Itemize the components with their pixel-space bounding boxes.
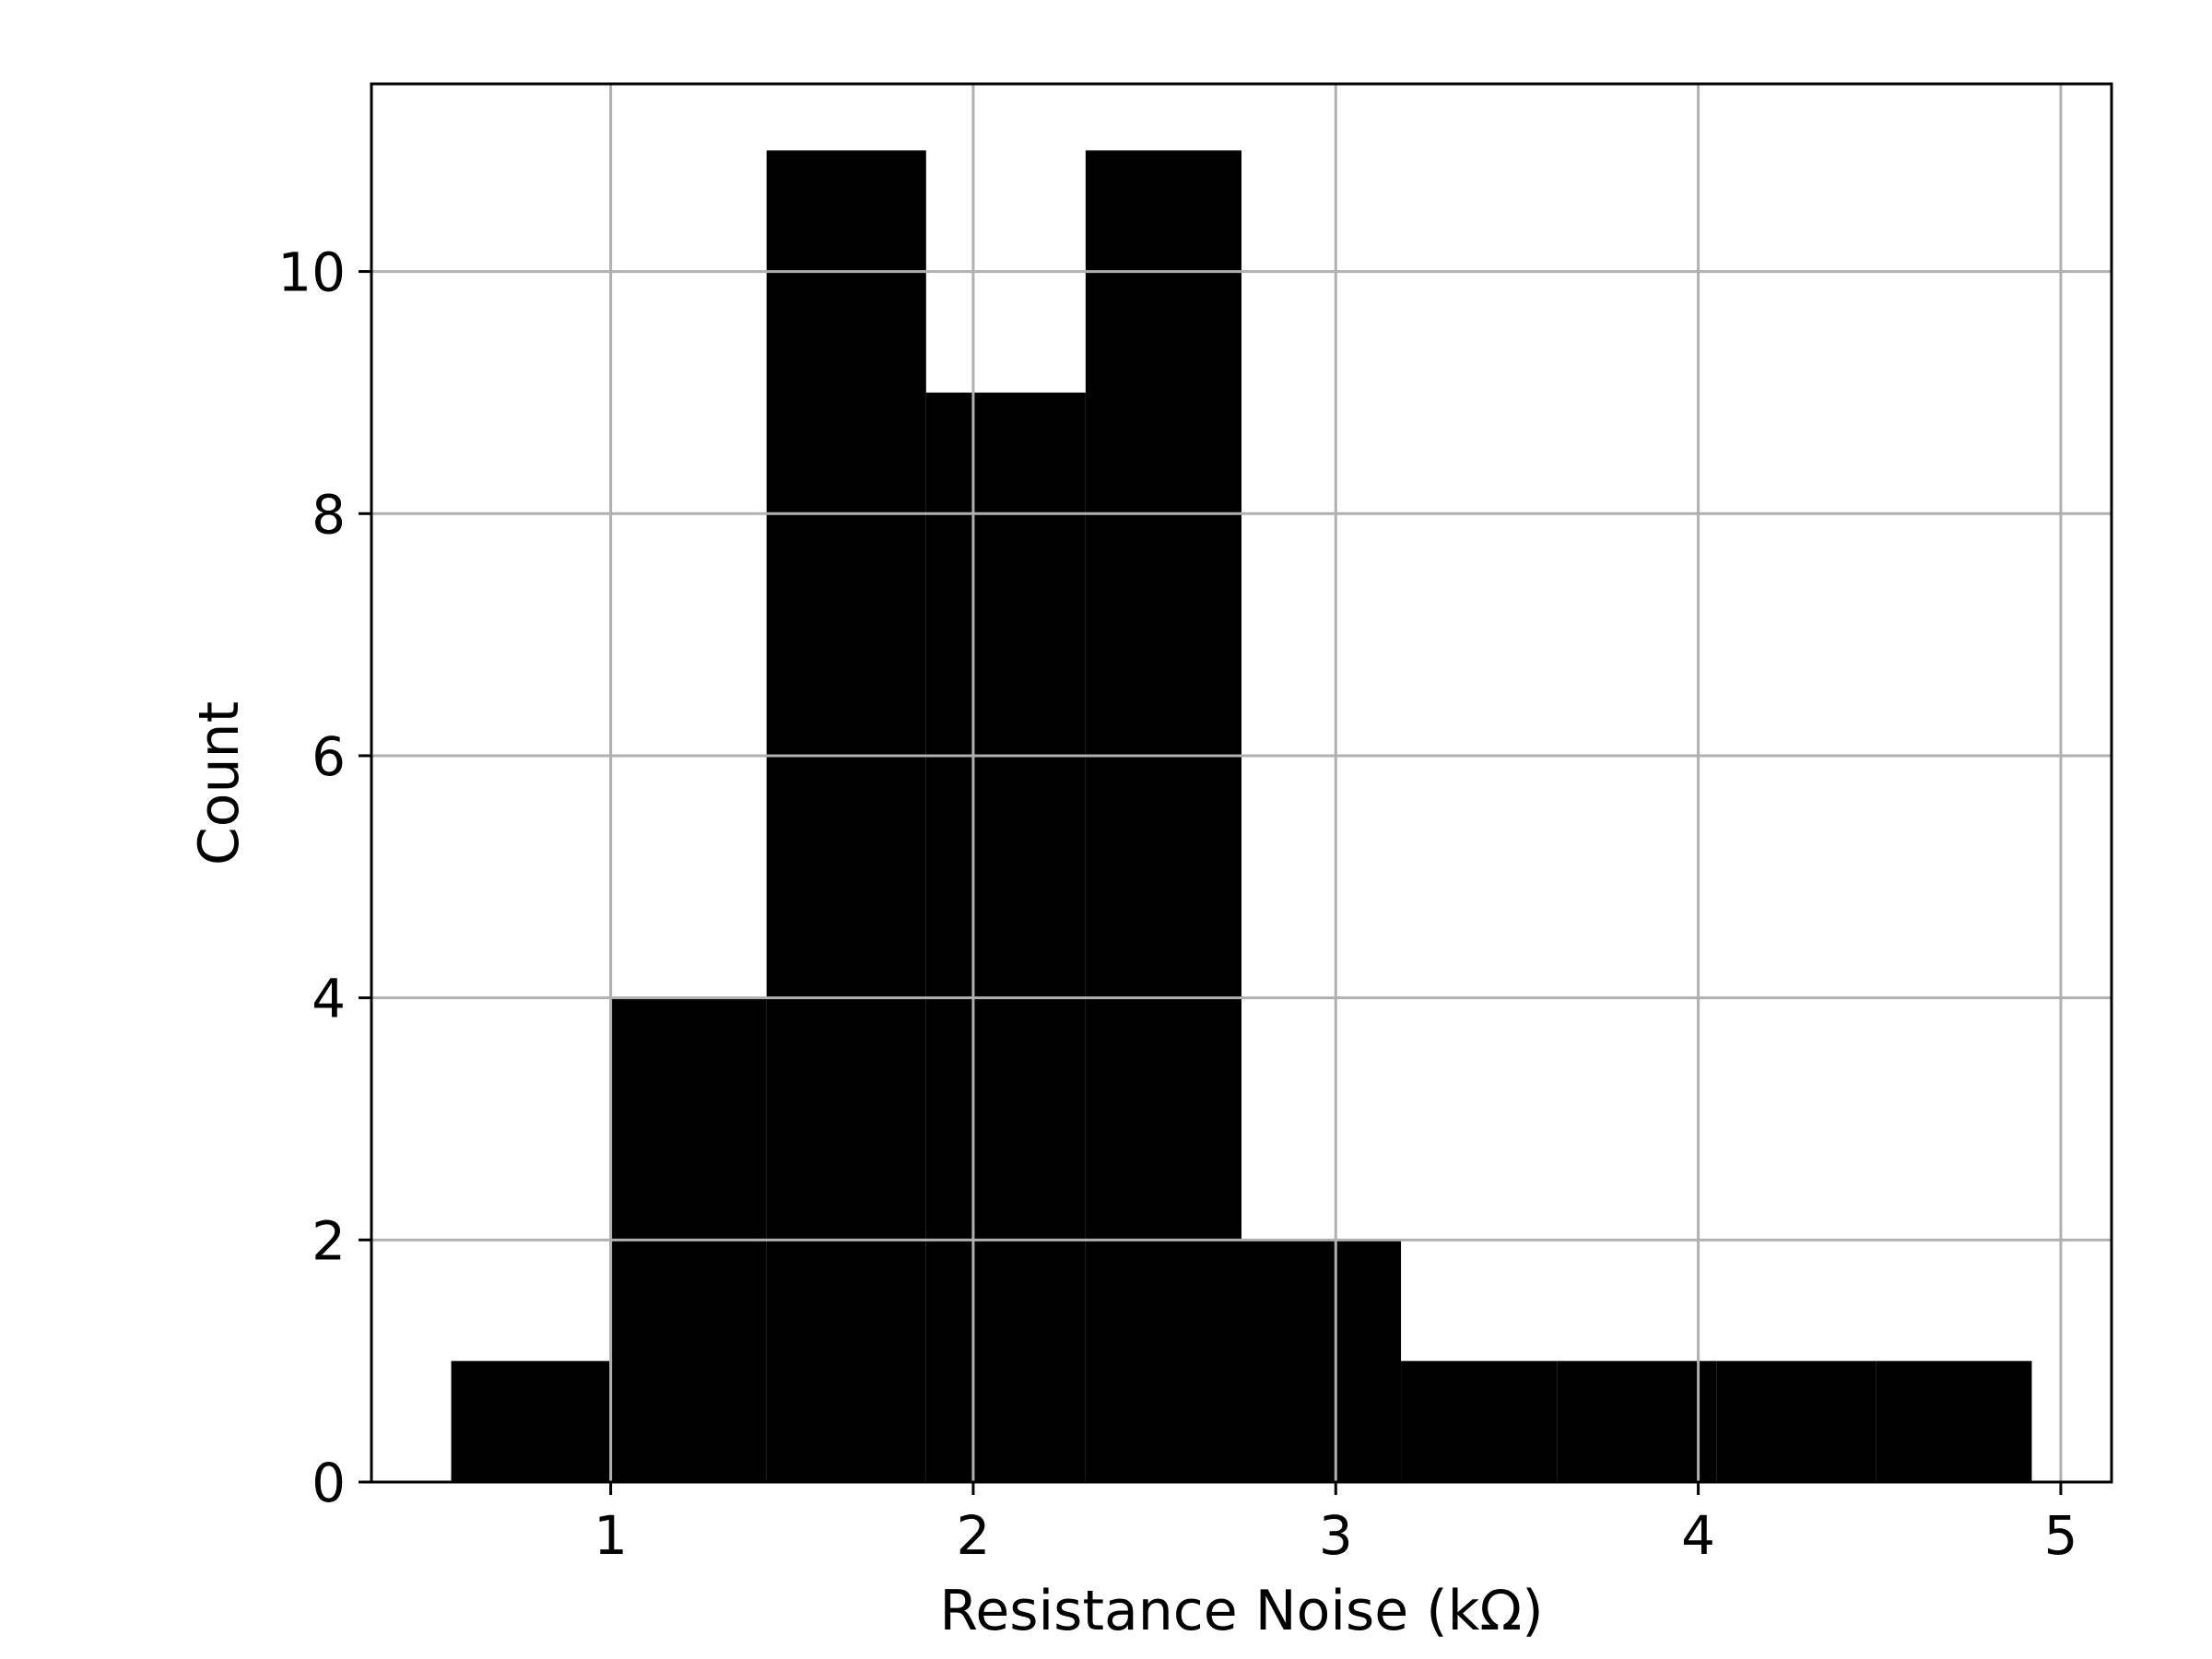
- x-tick-label: 5: [2043, 1504, 2077, 1567]
- histogram-bar-4: [925, 392, 1086, 1482]
- histogram-bar-7: [1401, 1360, 1558, 1482]
- y-tick-label: 4: [312, 968, 346, 1030]
- histogram-bar-6: [1241, 1240, 1402, 1482]
- histogram-bar-5: [1085, 150, 1241, 1483]
- histogram-bar-10: [1876, 1360, 2032, 1482]
- histogram-bar-3: [766, 150, 926, 1483]
- y-tick-label: 0: [312, 1452, 346, 1514]
- histogram-bar-8: [1557, 1360, 1717, 1482]
- axis-ticks: 1 2 3 4 5 0 2 4 6 8 10: [277, 241, 2077, 1567]
- histogram-bars: [451, 150, 2032, 1483]
- y-tick-label: 6: [312, 725, 346, 788]
- x-tick-label: 3: [1319, 1504, 1353, 1567]
- x-tick-label: 4: [1681, 1504, 1715, 1567]
- y-tick-label: 10: [277, 241, 346, 304]
- histogram-bar-9: [1716, 1360, 1877, 1482]
- plot-frame: [370, 82, 2113, 1484]
- y-tick-label: 2: [312, 1209, 346, 1272]
- y-axis-label: Count: [187, 701, 252, 865]
- y-tick-label: 8: [312, 483, 346, 546]
- x-axis-label: Resistance Noise (kΩ): [939, 1579, 1543, 1643]
- x-tick-label: 1: [594, 1504, 628, 1567]
- histogram-bar-1: [451, 1360, 611, 1482]
- x-tick-label: 2: [956, 1504, 990, 1567]
